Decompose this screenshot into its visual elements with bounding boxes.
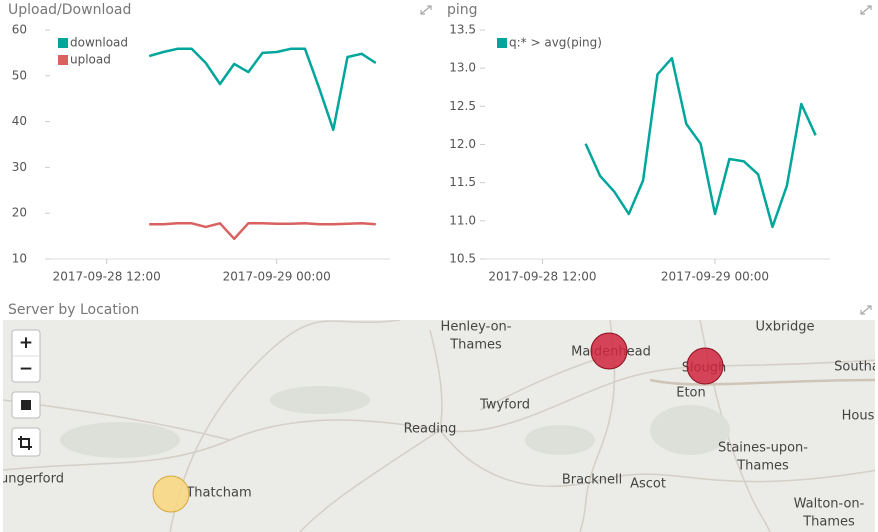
legend-swatch [497, 38, 507, 48]
y-tick-label: 40 [12, 114, 27, 128]
panel-title: Server by Location [8, 302, 139, 318]
place-label: Thames [802, 515, 855, 530]
place-label: Hous [842, 409, 875, 424]
y-tick-label: 13.0 [449, 61, 476, 75]
y-tick-label: 12.5 [449, 99, 476, 113]
marker[interactable] [152, 475, 190, 513]
place-label: Twyford [479, 398, 530, 413]
legend-label: download [70, 36, 128, 50]
x-tick-label: 2017-09-28 12:00 [488, 270, 596, 284]
place-label: Reading [404, 422, 457, 437]
woodland [60, 386, 730, 458]
expand-icon[interactable] [420, 5, 432, 15]
y-tick-label: 50 [12, 68, 27, 82]
expand-icons [420, 5, 872, 315]
y-tick-label: 10.5 [449, 252, 476, 266]
y-tick-label: 13.5 [449, 23, 476, 37]
place-label: Thames [736, 459, 789, 474]
y-tick-label: 12.0 [449, 137, 476, 151]
y-tick-label: 10 [12, 252, 27, 266]
place-label: Walton-on- [794, 497, 865, 512]
place-label: Eton [676, 386, 706, 401]
legend-swatch [58, 38, 68, 48]
place-label: Henley-on- [441, 320, 512, 335]
marker[interactable] [590, 332, 628, 370]
series-line [149, 222, 376, 241]
y-tick-label: 11.5 [449, 175, 476, 189]
zoom-in[interactable]: + [19, 333, 33, 353]
legend-label: q:* > avg(ping) [509, 36, 602, 50]
place-label: Thatcham [185, 486, 251, 501]
place-label: Ascot [630, 477, 666, 492]
marker[interactable] [686, 347, 724, 385]
crop-button[interactable] [11, 427, 41, 457]
y-tick-label: 30 [12, 160, 27, 174]
legend-label: upload [70, 53, 111, 67]
square-icon [21, 400, 31, 410]
zoom-out[interactable]: − [19, 359, 33, 379]
place-labels: Henley-on-ThamesMaidenheadUxbridgeSlough… [0, 320, 878, 530]
series-line [584, 56, 817, 229]
expand-icon[interactable] [860, 305, 872, 315]
y-tick-label: 60 [12, 23, 27, 37]
place-label: ungerford [0, 472, 64, 487]
chart-title: ping [447, 2, 478, 18]
place-label: Staines-upon- [718, 441, 808, 456]
map[interactable]: Henley-on-ThamesMaidenheadUxbridgeSlough… [0, 320, 878, 532]
y-tick-label: 20 [12, 206, 27, 220]
place-label: Thames [449, 338, 502, 353]
x-tick-label: 2017-09-29 00:00 [661, 270, 769, 284]
series-line [148, 47, 377, 132]
chart-title: Upload/Download [8, 2, 131, 18]
crop-icon [18, 436, 32, 450]
x-tick-label: 2017-09-28 12:00 [53, 270, 161, 284]
x-tick-label: 2017-09-29 00:00 [223, 270, 331, 284]
place-label: Uxbridge [756, 320, 815, 335]
place-label: Southa [834, 360, 878, 375]
expand-icon[interactable] [860, 5, 872, 15]
place-label: Bracknell [562, 473, 622, 488]
y-tick-label: 11.0 [449, 213, 476, 227]
legend-swatch [58, 55, 68, 65]
map-controls: + − [11, 329, 41, 457]
